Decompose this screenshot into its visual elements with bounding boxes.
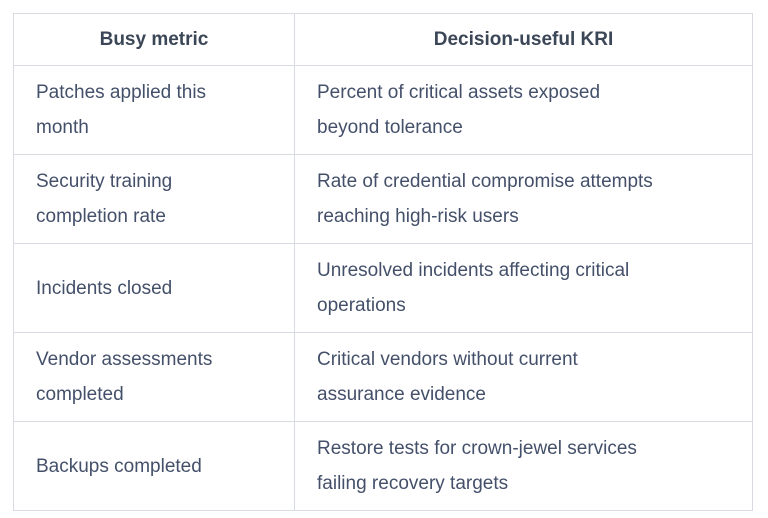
column-header-decision-useful-kri: Decision-useful KRI	[294, 13, 753, 66]
cell-kri: Rate of credential compromise attempts r…	[294, 154, 753, 244]
cell-busy-metric: Patches applied this month	[13, 65, 295, 155]
table-row: Patches applied this month Percent of cr…	[13, 65, 753, 155]
table-row: Incidents closed Unresolved incidents af…	[13, 243, 753, 333]
cell-kri: Unresolved incidents affecting critical …	[294, 243, 753, 333]
header-row: Busy metric Decision-useful KRI	[13, 13, 753, 66]
cell-busy-metric: Vendor assessments completed	[13, 332, 295, 422]
cell-busy-metric: Security training completion rate	[13, 154, 295, 244]
cell-kri: Critical vendors without current assuran…	[294, 332, 753, 422]
table-row: Security training completion rate Rate o…	[13, 154, 753, 244]
cell-busy-metric: Incidents closed	[13, 243, 295, 333]
cell-kri: Percent of critical assets exposed beyon…	[294, 65, 753, 155]
busy-metric-vs-kri-table: Busy metric Decision-useful KRI Patches …	[13, 13, 753, 511]
cell-kri: Restore tests for crown-jewel services f…	[294, 421, 753, 511]
table-row: Backups completed Restore tests for crow…	[13, 421, 753, 511]
cell-busy-metric: Backups completed	[13, 421, 295, 511]
table-row: Vendor assessments completed Critical ve…	[13, 332, 753, 422]
column-header-busy-metric: Busy metric	[13, 13, 295, 66]
